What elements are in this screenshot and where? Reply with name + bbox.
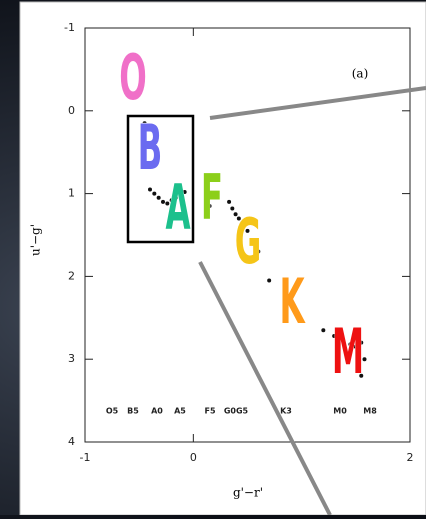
x-tick-label: 2	[407, 451, 414, 464]
data-point	[321, 328, 325, 332]
data-point	[152, 192, 156, 196]
spectral-type-label: B5	[127, 407, 139, 416]
spectral-type-label: O5	[106, 407, 119, 416]
spectral-type-label: A0	[151, 407, 163, 416]
y-tick-label: 4	[68, 435, 75, 448]
y-tick-label: -1	[64, 21, 75, 34]
x-tick-label: -1	[80, 451, 91, 464]
spectral-class-letter: O	[119, 41, 147, 114]
spectral-type-label: K3	[280, 407, 292, 416]
y-axis-label: u'−g'	[29, 224, 43, 256]
spectral-class-letter: G	[235, 205, 262, 278]
spectral-class-letter: A	[165, 171, 191, 244]
spectral-type-label: M0	[333, 407, 347, 416]
x-tick-label: 0	[190, 451, 197, 464]
y-tick-label: 2	[68, 269, 75, 282]
data-point	[157, 196, 161, 200]
y-tick-label: 0	[68, 104, 75, 117]
data-point	[148, 187, 152, 191]
spectral-class-letter: B	[138, 111, 163, 184]
spectral-class-letter: K	[279, 265, 305, 338]
spectral-type-label: M8	[363, 407, 377, 416]
y-tick-label: 1	[68, 187, 75, 200]
panel-label: (a)	[352, 67, 369, 81]
page: (a) g'−r' u'−g' -1 0 1 2 3 4 -1 0 2 O5 B5 A0 A5 F5 G0G…	[0, 0, 426, 515]
y-tick-label: 3	[68, 352, 75, 365]
data-point	[161, 200, 165, 204]
chart: (a) g'−r' u'−g' -1 0 1 2 3 4 -1 0 2 O5 B5 A0 A5 F5 G0G…	[0, 0, 426, 515]
x-axis-label: g'−r'	[233, 486, 263, 500]
data-point	[267, 279, 271, 283]
data-point	[227, 200, 231, 204]
spectral-type-label: G0G5	[224, 407, 249, 416]
spectral-class-letter: M	[332, 315, 364, 388]
spectral-class-letter: F	[201, 161, 223, 234]
spectral-type-label: F5	[204, 407, 215, 416]
spectral-type-label: A5	[174, 407, 186, 416]
